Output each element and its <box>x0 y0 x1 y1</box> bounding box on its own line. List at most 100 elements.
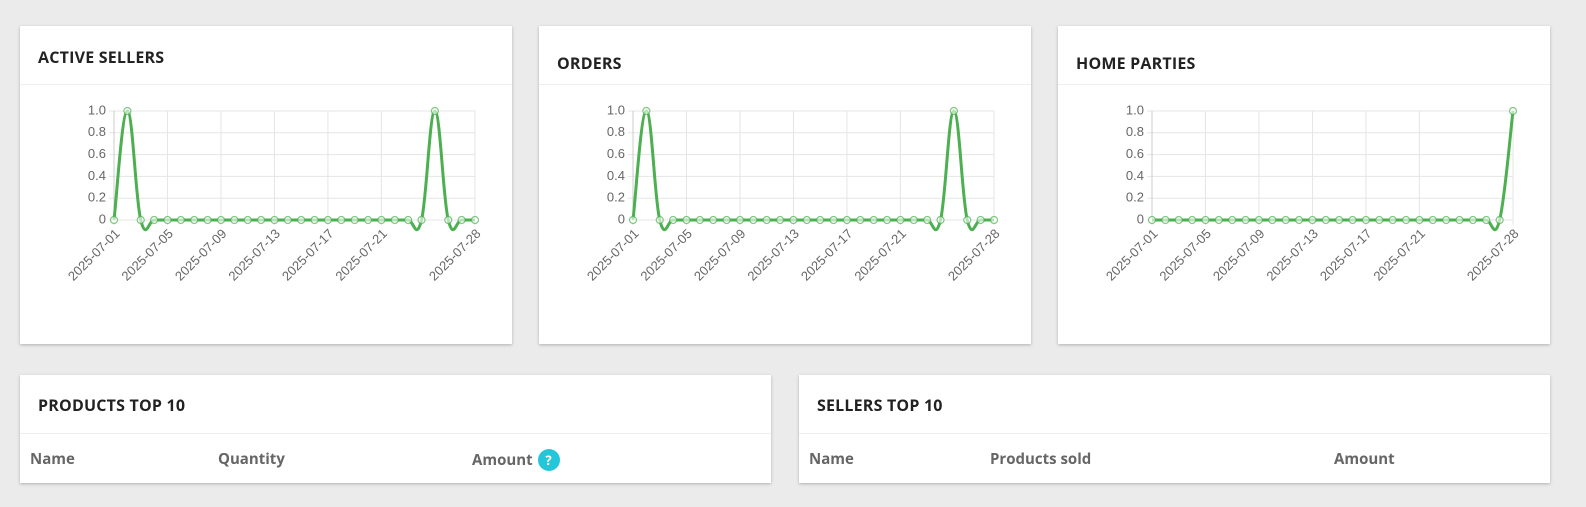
point <box>909 215 918 225</box>
point <box>457 215 466 225</box>
point <box>1348 215 1357 225</box>
point <box>256 215 266 225</box>
x-tick-label: 2025-07-09 <box>691 226 749 284</box>
point <box>749 215 758 225</box>
y-tick-label: 0 <box>618 211 625 226</box>
x-tick-label: 2025-07-13 <box>744 226 802 284</box>
chart: 00.20.40.60.81.02025-07-012025-07-052025… <box>65 102 484 284</box>
card-header: ORDERS <box>539 26 1031 85</box>
point <box>1442 215 1451 225</box>
chart: 00.20.40.60.81.02025-07-012025-07-052025… <box>584 102 1003 284</box>
y-tick-label: 0.2 <box>607 190 625 205</box>
point <box>176 215 185 225</box>
point <box>856 215 865 225</box>
point <box>470 215 480 225</box>
point <box>1415 215 1424 225</box>
point <box>1308 215 1317 225</box>
chart-card: HOME PARTIES 0 0.2 0.4 0.6 0.8 1.0 2025-07-01 2… <box>1058 26 1550 344</box>
point <box>430 106 439 116</box>
chart: 00.20.40.60.81.02025-07-012025-07-052025… <box>1103 102 1522 284</box>
x-tick-label: 2025-07-13 <box>225 226 283 284</box>
line <box>1151 110 1515 232</box>
point <box>1281 215 1290 225</box>
point <box>1147 215 1157 225</box>
point <box>1321 215 1330 225</box>
y-tick-label: 0.2 <box>88 190 106 205</box>
point <box>243 215 252 225</box>
column-header-wrap: Amount? <box>472 449 560 471</box>
y-tick-label: 0.6 <box>1126 146 1144 161</box>
point <box>390 215 399 225</box>
point <box>869 215 878 225</box>
point <box>762 215 771 225</box>
column-header: Quantity <box>218 449 285 469</box>
card-title: ACTIVE SELLERS <box>38 46 165 68</box>
point <box>1335 215 1344 225</box>
point <box>1468 215 1477 225</box>
point <box>310 215 319 225</box>
table-card: SELLERS TOP 10 Name Products sold Amount <box>799 375 1550 483</box>
point <box>404 215 413 225</box>
point <box>1375 215 1384 225</box>
point <box>190 215 199 225</box>
y-tick-label: 0.6 <box>607 146 625 161</box>
point <box>444 215 453 225</box>
point <box>829 215 838 225</box>
card-header: PRODUCTS TOP 10 <box>20 375 771 434</box>
point <box>1388 215 1397 225</box>
x-tick-label: 2025-07-28 <box>945 226 1003 284</box>
line <box>631 109 994 232</box>
x-tick-label: 2025-07-05 <box>637 226 695 284</box>
point <box>628 215 638 225</box>
point <box>1214 215 1223 225</box>
chart-card: ACTIVE SELLERS 0 0.2 0.4 0.6 0.8 1.0 2025-07-0… <box>20 26 512 344</box>
x-tick-label: 2025-07-21 <box>332 226 390 284</box>
point <box>377 215 386 225</box>
x-tick-label: 2025-07-01 <box>1103 226 1161 284</box>
point <box>642 106 651 116</box>
point <box>1188 215 1197 225</box>
point <box>709 215 718 225</box>
point <box>417 215 426 225</box>
point <box>283 215 292 225</box>
x-tick-label: 2025-07-01 <box>584 226 642 284</box>
x-tick-label: 2025-07-05 <box>1156 226 1214 284</box>
x-tick-label: 2025-07-05 <box>118 226 176 284</box>
point <box>936 215 945 225</box>
x-tick-label: 2025-07-01 <box>65 226 123 284</box>
point <box>230 215 239 225</box>
point <box>1428 215 1437 225</box>
y-tick-label: 1.0 <box>1126 102 1144 117</box>
y-tick-label: 0.4 <box>1126 168 1144 183</box>
y-tick-label: 0 <box>1137 211 1144 226</box>
column-header: Amount <box>472 450 533 470</box>
point <box>1455 215 1464 225</box>
point <box>323 215 333 225</box>
point <box>109 215 119 225</box>
x-tick-label: 2025-07-28 <box>1464 226 1522 284</box>
y-tick-label: 0.8 <box>607 124 625 139</box>
point <box>337 215 346 225</box>
point <box>123 106 132 116</box>
point <box>216 215 226 225</box>
point <box>297 215 306 225</box>
point <box>1508 106 1518 116</box>
x-tick-label: 2025-07-21 <box>1370 226 1428 284</box>
column-header: Name <box>30 449 75 469</box>
point <box>203 215 212 225</box>
point <box>682 215 691 225</box>
y-tick-label: 0.4 <box>88 168 106 183</box>
point <box>695 215 704 225</box>
x-tick-label: 2025-07-09 <box>1210 226 1268 284</box>
y-tick-label: 0.6 <box>88 146 106 161</box>
x-tick-label: 2025-07-09 <box>172 226 230 284</box>
point <box>989 215 999 225</box>
table-title: SELLERS TOP 10 <box>817 394 943 416</box>
help-icon[interactable]: ? <box>537 449 560 471</box>
point <box>1361 215 1371 225</box>
point <box>150 215 159 225</box>
point <box>882 215 892 225</box>
point <box>350 215 359 225</box>
